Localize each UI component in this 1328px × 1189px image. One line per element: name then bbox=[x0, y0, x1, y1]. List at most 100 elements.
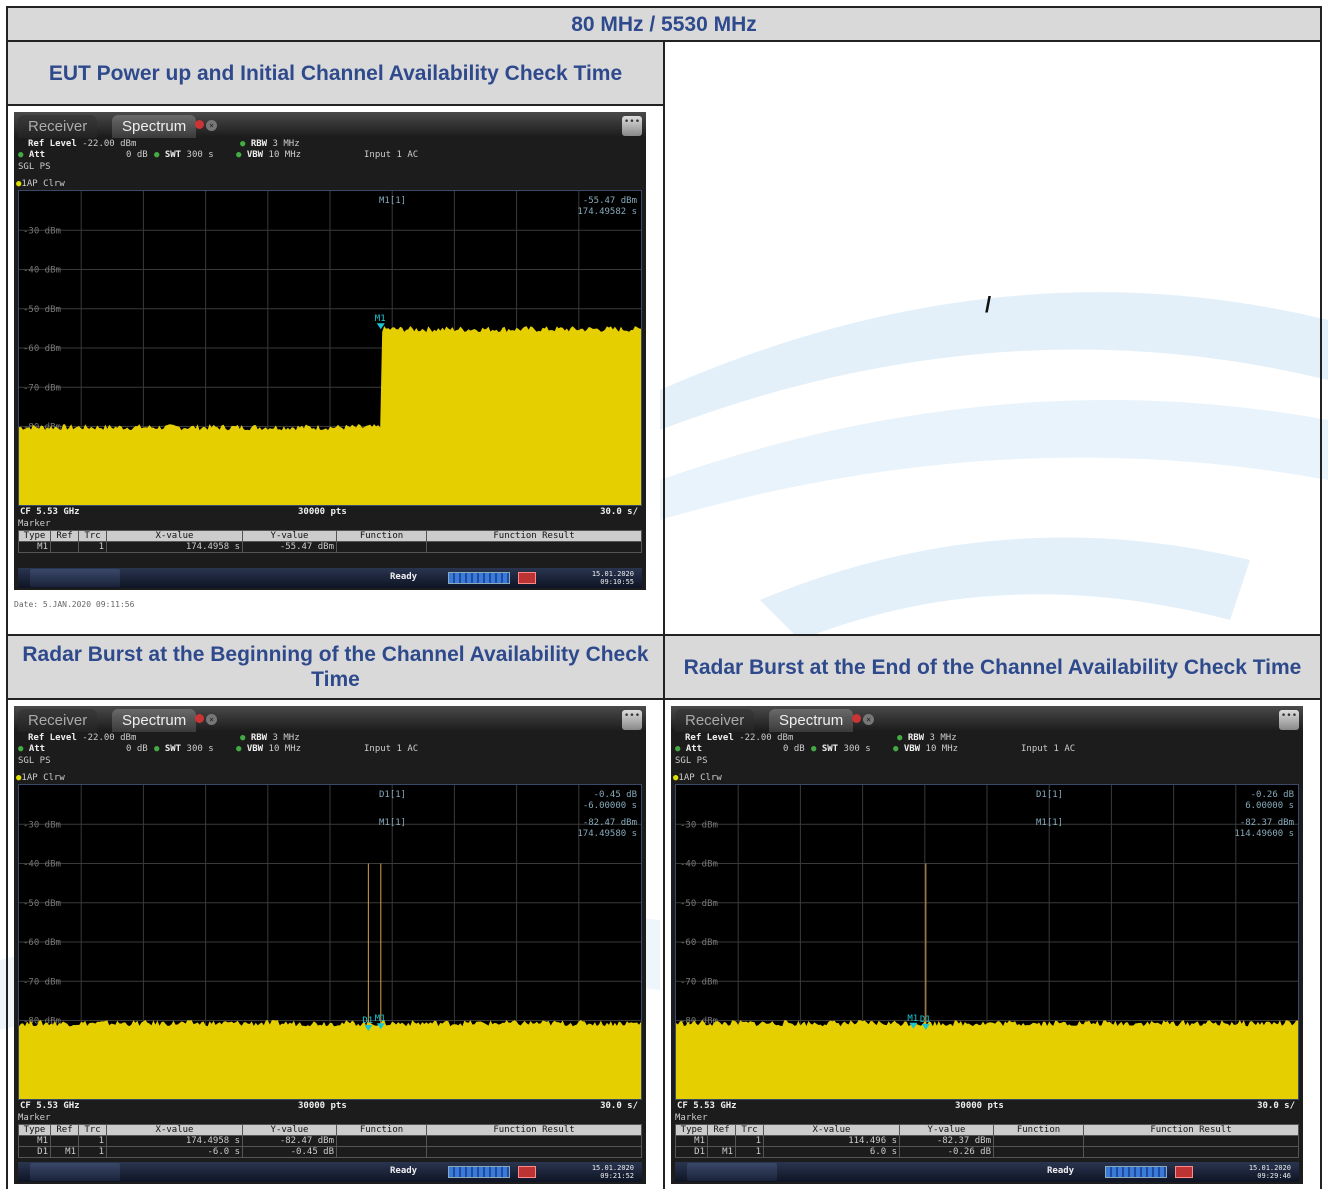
marker-col-header: Trc bbox=[735, 1124, 764, 1136]
marker-m1-icon bbox=[376, 323, 385, 330]
spectrum-plot[interactable]: -30 dBm-40 dBm-50 dBm-60 dBm-70 dBm-80 d… bbox=[18, 190, 642, 506]
swt-label: SWT bbox=[164, 150, 182, 160]
swt-value: 300 s bbox=[843, 744, 871, 754]
readout-value: -82.37 dBm bbox=[1240, 818, 1294, 828]
vbw-value: 10 MHz bbox=[925, 744, 959, 754]
att-label: Att bbox=[685, 744, 703, 754]
marker-cell: -82.47 dBm bbox=[242, 1135, 337, 1147]
analyzer-screen: Receiver Spectrum × ••• Ref Level -22.00… bbox=[14, 706, 646, 1184]
tab-receiver[interactable]: Receiver bbox=[18, 709, 98, 732]
vbw-label: VBW bbox=[246, 150, 264, 160]
ref-level-value: -22.00 dBm bbox=[739, 733, 794, 743]
marker-col-header: X-value bbox=[106, 1124, 243, 1136]
spectrum-plot[interactable]: -30 dBm-40 dBm-50 dBm-60 dBm-70 dBm-80 d… bbox=[675, 784, 1299, 1100]
marker-label: D1 bbox=[920, 1015, 931, 1025]
y-tick-label: -40 dBm bbox=[23, 860, 61, 870]
status-left-button[interactable] bbox=[687, 1163, 777, 1181]
time-per-division: 30.0 s/ bbox=[600, 507, 638, 517]
marker-col-header: Trc bbox=[78, 530, 107, 542]
marker-label: M1 bbox=[375, 1014, 386, 1024]
readout-label: D1[1] bbox=[1036, 790, 1063, 800]
vbw-value: 10 MHz bbox=[268, 744, 302, 754]
marker-table: Type Ref Trc X-value Y-value Function Function… bbox=[675, 1124, 1299, 1158]
rbw-label: RBW bbox=[250, 139, 268, 149]
marker-table-panel: Marker Type Ref Trc X-value Y-value Function F… bbox=[675, 1112, 1299, 1160]
more-menu-icon[interactable]: ••• bbox=[622, 710, 642, 730]
error-indicator-icon bbox=[518, 572, 536, 584]
sgl-label: SGL PS bbox=[18, 756, 51, 766]
marker-cell bbox=[993, 1146, 1084, 1158]
marker-cell bbox=[50, 1135, 79, 1147]
y-tick-label: -40 dBm bbox=[680, 860, 718, 870]
marker-row[interactable]: D1 M1 1 6.0 s -0.26 dB bbox=[675, 1146, 1299, 1158]
table-title: 80 MHz / 5530 MHz bbox=[6, 6, 1322, 42]
marker-table-panel: Marker Type Ref Trc X-value Y-value Function F… bbox=[18, 1112, 642, 1160]
tab-receiver[interactable]: Receiver bbox=[18, 115, 98, 138]
trace-label: ●1AP Clrw bbox=[671, 772, 1303, 784]
marker-col-header: Y-value bbox=[899, 1124, 994, 1136]
y-tick-label: -80 dBm bbox=[680, 1017, 718, 1027]
marker-cell: 1 bbox=[735, 1146, 764, 1158]
marker-cell bbox=[426, 1146, 642, 1158]
section-title-end: Radar Burst at the End of the Channel Av… bbox=[663, 634, 1322, 700]
date-line: Date: 5.JAN.2020 09:11:56 bbox=[14, 600, 135, 609]
close-tab-icon[interactable]: × bbox=[206, 714, 217, 725]
marker-cell bbox=[707, 1135, 736, 1147]
marker-col-header: X-value bbox=[106, 530, 243, 542]
marker-col-header: Ref bbox=[50, 530, 79, 542]
close-tab-icon[interactable]: × bbox=[863, 714, 874, 725]
marker-row[interactable]: M1 1 114.496 s -82.37 dBm bbox=[675, 1135, 1299, 1147]
more-menu-icon[interactable]: ••• bbox=[622, 116, 642, 136]
more-menu-icon[interactable]: ••• bbox=[1279, 710, 1299, 730]
y-tick-label: -60 dBm bbox=[23, 344, 61, 354]
marker-cell bbox=[426, 1135, 642, 1147]
readout-value: -0.26 dB bbox=[1251, 790, 1294, 800]
readout-value: -55.47 dBm bbox=[583, 196, 637, 206]
section-title-initial: EUT Power up and Initial Channel Availab… bbox=[6, 40, 665, 106]
screenshot-cell-beginning: Receiver Spectrum × ••• Ref Level -22.00… bbox=[6, 698, 665, 1189]
sgl-label: SGL PS bbox=[18, 162, 51, 172]
tab-bar: Receiver Spectrum × ••• bbox=[14, 112, 646, 138]
marker-cell bbox=[336, 1135, 427, 1147]
readout-label: M1[1] bbox=[1036, 818, 1063, 828]
readout-value: -82.47 dBm bbox=[583, 818, 637, 828]
status-left-button[interactable] bbox=[30, 1163, 120, 1181]
y-tick-label: -30 dBm bbox=[23, 226, 61, 236]
att-value: 0 dB bbox=[126, 744, 148, 754]
ref-level-label: Ref Level bbox=[28, 733, 77, 743]
rbw-value: 3 MHz bbox=[272, 139, 300, 149]
marker-cell: D1 bbox=[675, 1146, 708, 1158]
settings-panel: Ref Level -22.00 dBm ● Att 0 dB ● SWT 30… bbox=[671, 732, 1303, 772]
status-left-button[interactable] bbox=[30, 569, 120, 587]
vbw-value: 10 MHz bbox=[268, 150, 302, 160]
y-tick-label: -70 dBm bbox=[680, 977, 718, 987]
marker-row[interactable]: M1 1 174.4958 s -55.47 dBm bbox=[18, 541, 642, 553]
tab-receiver[interactable]: Receiver bbox=[675, 709, 755, 732]
blank-placeholder: / bbox=[985, 292, 992, 317]
marker-label: M1 bbox=[907, 1014, 918, 1024]
marker-cell: 1 bbox=[735, 1135, 764, 1147]
trace-dot-icon: ● bbox=[673, 773, 679, 783]
points-count: 30000 pts bbox=[298, 1101, 347, 1111]
marker-row[interactable]: M1 1 174.4958 s -82.47 dBm bbox=[18, 1135, 642, 1147]
close-tab-icon[interactable]: × bbox=[206, 120, 217, 131]
tab-spectrum[interactable]: Spectrum bbox=[112, 709, 197, 732]
marker-col-header: Type bbox=[18, 1124, 51, 1136]
marker-cell: 1 bbox=[78, 1135, 107, 1147]
rbw-label: RBW bbox=[907, 733, 925, 743]
tab-spectrum[interactable]: Spectrum bbox=[769, 709, 854, 732]
marker-row[interactable]: D1 M1 1 -6.0 s -0.45 dB bbox=[18, 1146, 642, 1158]
marker-cell: 6.0 s bbox=[763, 1146, 900, 1158]
marker-col-header: Ref bbox=[707, 1124, 736, 1136]
plot-footer: CF 5.53 GHz 30000 pts 30.0 s/ bbox=[18, 506, 642, 518]
trace-dot-icon: ● bbox=[16, 179, 22, 189]
alert-icon bbox=[195, 120, 204, 129]
report-table: 80 MHz / 5530 MHz EUT Power up and Initi… bbox=[6, 6, 1322, 1189]
y-tick-label: -50 dBm bbox=[23, 899, 61, 909]
marker-cell: M1 bbox=[675, 1135, 708, 1147]
rbw-value: 3 MHz bbox=[929, 733, 957, 743]
marker-table: Type Ref Trc X-value Y-value Function Function… bbox=[18, 1124, 642, 1158]
tab-spectrum[interactable]: Spectrum bbox=[112, 115, 197, 138]
spectrum-plot[interactable]: -30 dBm-40 dBm-50 dBm-60 dBm-70 dBm-80 d… bbox=[18, 784, 642, 1100]
marker-cell: -82.37 dBm bbox=[899, 1135, 994, 1147]
